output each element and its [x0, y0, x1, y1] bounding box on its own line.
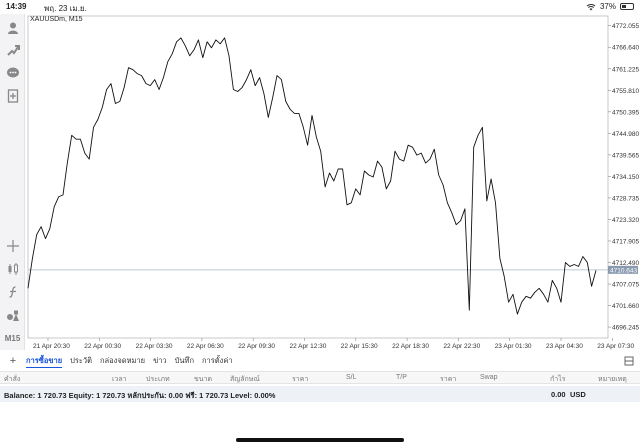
y-tick-label: 4755.810 — [612, 88, 639, 95]
candles-icon[interactable] — [3, 259, 22, 278]
account-summary: Balance: 1 720.73 Equity: 1 720.73 หลักป… — [4, 391, 276, 400]
panel-resize-icon[interactable] — [624, 356, 634, 366]
wifi-icon — [586, 3, 596, 10]
chat-icon[interactable] — [3, 63, 22, 82]
terminal-tabs: + การซื้อขาย ประวัติ กล่องจดหมาย ข่าว บั… — [0, 354, 640, 368]
col-price[interactable]: ราคา — [292, 376, 309, 383]
account-currency: USD — [570, 390, 586, 399]
tab-news[interactable]: ข่าว — [153, 356, 167, 365]
total-profit: 0.00 — [551, 390, 566, 399]
x-tick-label: 23 Apr 01:30 — [495, 343, 532, 350]
status-bar: 14:39 พฤ. 23 เม.ย. 37% — [0, 0, 640, 14]
chart-symbol: XAUUSDm, M15 — [30, 16, 83, 23]
tab-settings[interactable]: การตั้งค่า — [202, 356, 233, 365]
col-comment[interactable]: หมายเหตุ — [598, 376, 627, 383]
current-price-label: 4710.643 — [610, 267, 637, 274]
y-tick-label: 4734.150 — [612, 174, 639, 181]
tab-history[interactable]: ประวัติ — [70, 356, 93, 365]
price-chart[interactable]: 4772.055 4766.640 4761.225 4755.810 4750.395… — [26, 14, 640, 354]
col-tp[interactable]: T/P — [396, 374, 407, 381]
x-tick-label: 22 Apr 12:30 — [290, 343, 327, 350]
col-sl[interactable]: S/L — [346, 374, 357, 381]
y-tick-label: 4696.245 — [612, 325, 639, 332]
plot-frame — [27, 15, 609, 339]
x-tick-label: 22 Apr 06:30 — [187, 343, 224, 350]
indicator-icon[interactable] — [3, 282, 22, 301]
col-symbol[interactable]: สัญลักษณ์ — [230, 376, 260, 383]
clock-time: 14:39 — [6, 2, 27, 11]
balance-row: Balance: 1 720.73 Equity: 1 720.73 หลักป… — [0, 386, 640, 402]
col-type[interactable]: ประเภท — [146, 376, 170, 383]
y-tick-label: 4750.395 — [612, 109, 639, 116]
col-price-current[interactable]: ราคา — [440, 376, 457, 383]
x-tick-label: 22 Apr 22:30 — [443, 343, 480, 350]
x-tick-label: 23 Apr 07:30 — [597, 343, 634, 350]
y-tick-label: 4723.320 — [612, 217, 639, 224]
x-tick-label: 23 Apr 04:30 — [546, 343, 583, 350]
y-tick-label: 4761.225 — [612, 66, 639, 73]
tab-journal[interactable]: บันทึก — [174, 356, 195, 365]
new-order-icon[interactable] — [3, 86, 22, 105]
y-tick-label: 4712.490 — [612, 260, 639, 267]
y-tick-label: 4766.640 — [612, 45, 639, 52]
col-swap[interactable]: Swap — [480, 374, 498, 381]
tab-mailbox[interactable]: กล่องจดหมาย — [100, 356, 146, 365]
col-volume[interactable]: ขนาด — [194, 376, 213, 383]
y-tick-label: 4717.905 — [612, 238, 639, 245]
battery-icon — [620, 3, 634, 10]
person-icon[interactable] — [3, 18, 22, 37]
trade-icon[interactable] — [3, 40, 22, 59]
x-tick-label: 21 Apr 20:30 — [33, 343, 70, 350]
crosshair-icon[interactable] — [3, 236, 22, 255]
home-indicator — [236, 438, 404, 442]
status-date: พฤ. 23 เม.ย. — [44, 4, 87, 13]
x-tick-label: 22 Apr 00:30 — [84, 343, 121, 350]
x-tick-label: 22 Apr 18:30 — [392, 343, 429, 350]
left-toolbar: M15 — [0, 14, 25, 350]
chart-area[interactable]: 4772.055 4766.640 4761.225 4755.810 4750.395… — [26, 14, 640, 354]
col-profit[interactable]: กำไร — [550, 376, 566, 383]
status-right: 37% — [586, 2, 634, 11]
x-tick-label: 22 Apr 09:30 — [238, 343, 275, 350]
col-time[interactable]: เวลา — [112, 376, 127, 383]
y-tick-label: 4739.565 — [612, 152, 639, 159]
y-tick-label: 4701.660 — [612, 303, 639, 310]
y-tick-label: 4707.075 — [612, 282, 639, 289]
tab-trade[interactable]: การซื้อขาย — [26, 355, 63, 368]
current-price-tag — [608, 265, 638, 274]
battery-percent: 37% — [599, 2, 616, 11]
x-tick-label: 22 Apr 15:30 — [341, 343, 378, 350]
objects-icon[interactable] — [3, 306, 22, 325]
col-order[interactable]: คำสั่ง — [4, 376, 21, 383]
y-tick-label: 4744.980 — [612, 131, 639, 138]
orders-table-header: คำสั่ง เวลา ประเภท ขนาด สัญลักษณ์ ราคา S… — [0, 371, 640, 384]
y-tick-label: 4772.055 — [612, 23, 639, 30]
x-tick-label: 22 Apr 03:30 — [136, 343, 173, 350]
y-tick-label: 4728.735 — [612, 195, 639, 202]
add-icon[interactable]: + — [9, 355, 17, 367]
timeframe-button[interactable]: M15 — [4, 334, 21, 343]
price-line — [27, 37, 597, 315]
